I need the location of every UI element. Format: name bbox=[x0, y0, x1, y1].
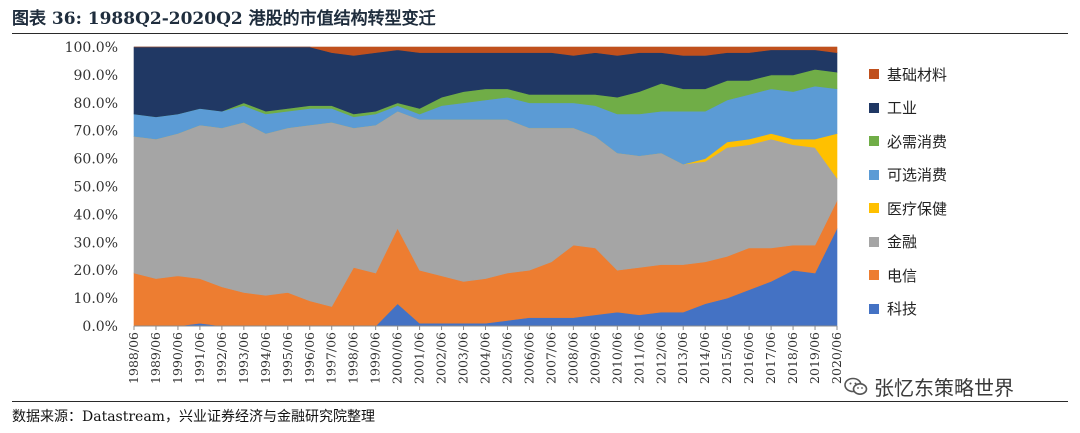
x-tick-label: 2007/06 bbox=[543, 332, 558, 384]
legend-swatch bbox=[869, 303, 879, 314]
y-tick-label: 30.0% bbox=[74, 235, 118, 251]
x-tick-label: 1997/06 bbox=[324, 332, 339, 384]
legend-swatch bbox=[869, 102, 879, 113]
x-tick-label: 2009/06 bbox=[587, 332, 602, 384]
watermark-text: 张忆东策略世界 bbox=[874, 376, 1014, 400]
x-tick-label: 1999/06 bbox=[368, 332, 383, 384]
x-tick-label: 1996/06 bbox=[302, 332, 317, 384]
x-tick-label: 2020/06 bbox=[829, 332, 844, 384]
x-tick-label: 2019/06 bbox=[807, 332, 822, 384]
x-tick-label: 2010/06 bbox=[609, 332, 624, 384]
x-tick-label: 2008/06 bbox=[565, 332, 580, 384]
x-tick-label: 2017/06 bbox=[763, 332, 778, 384]
x-tick-label: 2013/06 bbox=[675, 332, 690, 384]
legend-item: 电信 bbox=[869, 265, 917, 285]
source-rule bbox=[12, 401, 1068, 402]
y-tick-label: 0.0% bbox=[82, 319, 118, 335]
legend-label: 电信 bbox=[887, 266, 918, 285]
x-tick-label: 1995/06 bbox=[280, 332, 295, 384]
x-tick-label: 2005/06 bbox=[500, 332, 515, 384]
y-tick-label: 40.0% bbox=[74, 207, 118, 223]
legend-swatch bbox=[869, 69, 879, 79]
x-tick-label: 2002/06 bbox=[434, 332, 449, 384]
legend-swatch bbox=[869, 136, 879, 146]
chart-title: 图表 36: 1988Q2-2020Q2 港股的市值结构转型变迁 bbox=[12, 9, 436, 29]
x-tick-label: 1991/06 bbox=[192, 332, 207, 384]
legend-label: 金融 bbox=[887, 233, 918, 251]
x-tick-label: 1998/06 bbox=[346, 332, 361, 384]
series-areas bbox=[133, 46, 838, 327]
legend-item: 可选消费 bbox=[869, 165, 947, 185]
title-rule bbox=[12, 33, 1068, 34]
legend-swatch bbox=[869, 169, 879, 180]
source-note: 数据来源：Datastream，兴业证券经济与金融研究院整理 bbox=[12, 409, 375, 425]
x-tick-label: 2014/06 bbox=[697, 332, 712, 384]
y-tick-label: 80.0% bbox=[74, 96, 118, 112]
watermark: 张忆东策略世界 bbox=[844, 372, 1014, 401]
y-tick-label: 10.0% bbox=[74, 291, 118, 307]
legend-label: 医疗保健 bbox=[887, 199, 948, 218]
legend-item: 基础材料 bbox=[869, 64, 947, 84]
x-tick-label: 2000/06 bbox=[390, 332, 405, 384]
wechat-icon bbox=[844, 377, 868, 395]
y-tick-label: 20.0% bbox=[74, 263, 118, 279]
legend-item: 必需消费 bbox=[869, 131, 947, 151]
x-tick-label: 2012/06 bbox=[653, 332, 668, 384]
legend-item: 科技 bbox=[869, 299, 917, 319]
area-series-基础材料 bbox=[134, 46, 838, 56]
x-tick-label: 2016/06 bbox=[741, 332, 756, 384]
x-tick-label: 2004/06 bbox=[478, 332, 493, 384]
x-tick-label: 1992/06 bbox=[214, 332, 229, 384]
x-tick-label: 1993/06 bbox=[236, 332, 251, 384]
x-tick-label: 2018/06 bbox=[785, 332, 800, 384]
legend-item: 医疗保健 bbox=[869, 198, 947, 218]
legend-item: 金融 bbox=[869, 232, 917, 252]
legend-label: 基础材料 bbox=[887, 65, 948, 84]
x-tick-label: 2011/06 bbox=[631, 332, 646, 384]
y-tick-label: 70.0% bbox=[74, 124, 118, 140]
y-axis: 0.0% 10.0% 20.0% 30.0% 40.0% 50.0% 60.0% 70.0% 8… bbox=[65, 40, 118, 335]
legend-swatch bbox=[869, 203, 879, 213]
x-tick-label: 2006/06 bbox=[521, 332, 536, 384]
legend-item: 工业 bbox=[869, 98, 917, 118]
legend-label: 工业 bbox=[887, 99, 918, 117]
x-tick-label: 2015/06 bbox=[719, 332, 734, 384]
legend-label: 科技 bbox=[887, 300, 918, 318]
legend-swatch bbox=[869, 270, 879, 280]
x-axis: 1988/06 1989/06 1990/06 1991/06 1992/06 1993/… bbox=[126, 325, 844, 384]
x-tick-label: 1994/06 bbox=[258, 332, 273, 384]
legend-label: 可选消费 bbox=[887, 166, 948, 184]
x-tick-label: 1990/06 bbox=[170, 332, 185, 384]
y-tick-label: 90.0% bbox=[74, 68, 118, 84]
legend-label: 必需消费 bbox=[887, 132, 948, 151]
x-tick-label: 1988/06 bbox=[126, 332, 141, 384]
y-tick-label: 60.0% bbox=[74, 152, 118, 168]
legend-swatch bbox=[869, 236, 879, 247]
x-tick-label: 2003/06 bbox=[456, 332, 471, 384]
y-tick-label: 50.0% bbox=[74, 180, 118, 196]
x-tick-label: 1989/06 bbox=[148, 332, 163, 384]
x-tick-label: 2001/06 bbox=[412, 332, 427, 384]
y-tick-label: 100.0% bbox=[65, 40, 118, 56]
